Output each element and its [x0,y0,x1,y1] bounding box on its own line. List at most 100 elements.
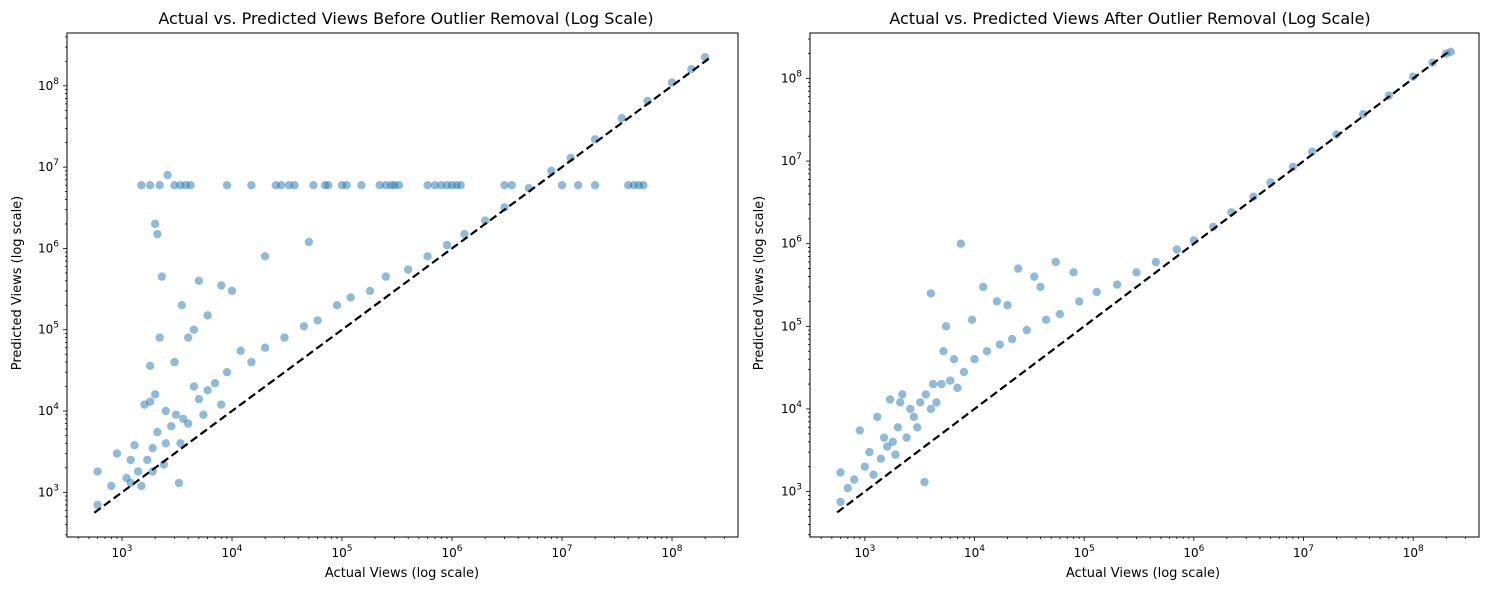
scatter-point [902,433,910,441]
scatter-point [158,272,166,280]
scatter-point [1132,268,1140,276]
scatter-point [163,171,171,179]
scatter-point [950,355,958,363]
scatter-point [223,181,231,189]
scatter-point [500,181,508,189]
scatter-point [1113,280,1121,288]
scatter-point [996,340,1004,348]
scatter-point [896,398,904,406]
scatter-point [957,240,965,248]
scatter-point [107,482,115,490]
scatter-point [300,322,308,330]
scatter-point [877,455,885,463]
x-axis-label: Actual Views (log scale) [1066,566,1220,581]
scatter-point [127,456,135,464]
scatter-point [309,181,317,189]
scatter-point [856,426,864,434]
chart-title: Actual vs. Predicted Views Before Outlie… [158,9,653,28]
scatter-point [891,450,899,458]
scatter-point [558,181,566,189]
scatter-point [920,478,928,486]
scatter-point [149,444,157,452]
scatter-point [886,395,894,403]
scatter-point [1052,258,1060,266]
scatter-point [167,422,175,430]
scatter-point [968,316,976,324]
scatter-point [237,347,245,355]
scatter-point [324,181,332,189]
scatter-point [140,400,148,408]
scatter-point [195,277,203,285]
scatter-point [130,441,138,449]
scatter-point [970,355,978,363]
scatter-point [247,358,255,366]
scatter-point [861,463,869,471]
scatter-point [927,405,935,413]
scatter-point [1069,268,1077,276]
scatter-point [457,181,465,189]
scatter-point [195,395,203,403]
scatter-point [574,181,582,189]
scatter-point [151,390,159,398]
scatter-point [880,433,888,441]
scatter-point [423,252,431,260]
x-axis-label: Actual Views (log scale) [325,566,479,581]
scatter-point [1023,326,1031,334]
scatter-point [175,479,183,487]
scatter-point [333,301,341,309]
scatter-point [913,423,921,431]
scatter-point [153,428,161,436]
scatter-point [203,311,211,319]
scatter-point [203,386,211,394]
scatter-point [910,413,918,421]
scatter-point [290,181,298,189]
scatter-point [844,484,852,492]
scatter-point [983,347,991,355]
scatter-point [939,347,947,355]
scatter-point [1173,245,1181,253]
scatter-point [342,181,350,189]
scatter-point [1036,283,1044,291]
scatter-point [357,181,365,189]
y-axis-label: Predicted Views (log scale) [752,196,767,371]
scatter-point [1056,310,1064,318]
scatter-point [1152,258,1160,266]
chart-title: Actual vs. Predicted Views After Outlier… [889,9,1370,28]
scatter-point [850,475,858,483]
scatter-point [960,368,968,376]
scatter-point [1003,301,1011,309]
scatter-point [927,289,935,297]
scatter-point [93,467,101,475]
scatter-point [313,316,321,324]
scatter-point [873,413,881,421]
scatter-point [953,384,961,392]
scatter-point [922,390,930,398]
scatter-point [932,398,940,406]
scatter-point [869,471,877,479]
scatter-point [190,382,198,390]
scatter-point [261,344,269,352]
scatter-point [937,380,945,388]
scatter-point [113,449,121,457]
scatter-point [247,181,255,189]
scatter-point [906,405,914,413]
scatter-point [395,181,403,189]
scatter-point [1030,272,1038,280]
scatter-point [1014,264,1022,272]
scatter-point [618,114,626,122]
scatter-point [865,448,873,456]
scatter-point [162,407,170,415]
scatter-point [199,411,207,419]
scatter-point [156,181,164,189]
scatter-point [423,181,431,189]
scatter-point [277,181,285,189]
scatter-point [404,265,412,273]
scatter-point [443,241,451,249]
scatter-point [382,272,390,280]
scatter-point [993,297,1001,305]
scatter-point [211,379,219,387]
scatter-point [305,238,313,246]
scatter-point [591,181,599,189]
